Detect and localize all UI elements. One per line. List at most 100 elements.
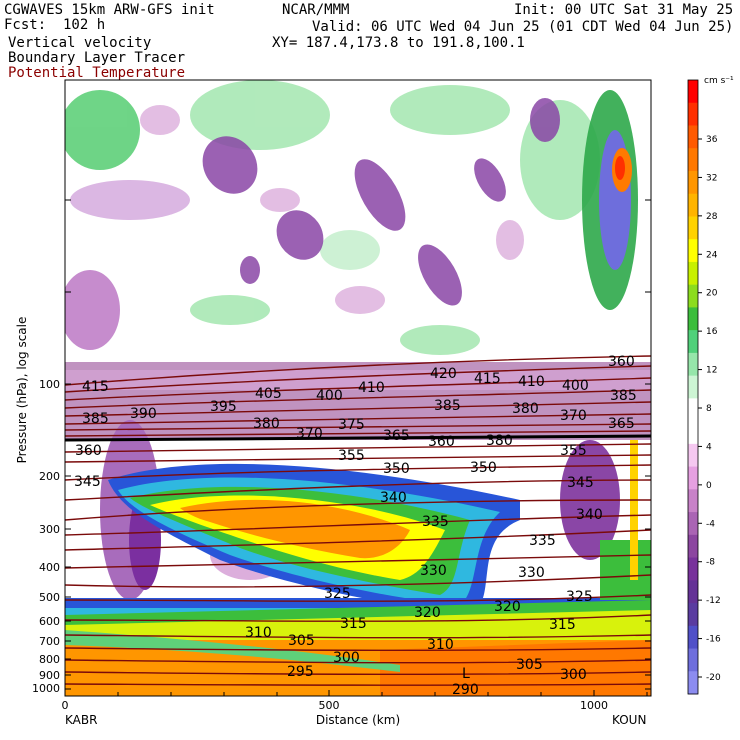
- colorbar-swatch: [688, 352, 698, 377]
- y-axis-title: Pressure (hPa), log scale: [15, 317, 29, 464]
- x-axis-labels: 0 500 1000: [62, 699, 609, 712]
- x-axis-ticks: [64, 690, 648, 696]
- colorbar-swatch: [688, 443, 698, 468]
- colorbar-swatch: [688, 648, 698, 672]
- colorbar-frame: [687, 79, 699, 695]
- theta-label: 405: [255, 386, 282, 402]
- field-label-theta: Potential Temperature: [8, 65, 186, 81]
- y-tick-label: 300: [39, 523, 60, 536]
- colorbar-label: 32: [706, 173, 717, 183]
- colorbar-label: 0: [706, 481, 712, 491]
- theta-label: 310: [245, 625, 272, 641]
- field-label-boundary-layer: Boundary Layer Tracer: [8, 50, 186, 66]
- colorbar-units: cm s⁻¹: [704, 76, 734, 86]
- y-tick-label: 700: [39, 635, 60, 648]
- colorbar-label: 28: [706, 212, 718, 222]
- colorbar-label: 36: [706, 135, 718, 145]
- theta-label: 400: [562, 378, 589, 394]
- theta-label: 330: [420, 563, 447, 579]
- colorbar-swatch: [688, 261, 698, 286]
- theta-label: 345: [567, 475, 594, 491]
- model-title: CGWAVES 15km ARW-GFS init: [4, 2, 215, 18]
- colorbar-label: 24: [706, 250, 718, 260]
- colorbar-swatch: [688, 421, 698, 445]
- colorbar-swatch: [688, 512, 698, 536]
- y-tick-label: 900: [39, 669, 60, 682]
- colorbar-label: 12: [706, 366, 717, 376]
- org-label: NCAR/MMM: [282, 2, 350, 18]
- x-tick-label: 500: [319, 699, 340, 712]
- theta-label: 360: [608, 354, 635, 370]
- colorbar-swatch: [688, 80, 698, 104]
- theta-label: 335: [422, 514, 449, 530]
- theta-label: 380: [253, 416, 280, 432]
- theta-label: 350: [383, 461, 410, 477]
- y-tick-label: 100: [39, 378, 60, 391]
- theta-label: 415: [82, 379, 109, 395]
- colorbar-label: 4: [706, 442, 712, 452]
- colorbar-swatch: [688, 580, 698, 604]
- y-tick-label: 600: [39, 615, 60, 628]
- colorbar-swatch: [688, 307, 698, 331]
- colorbar-swatch: [688, 557, 698, 581]
- colorbar-swatch: [688, 375, 698, 399]
- theta-label: 410: [518, 374, 545, 390]
- theta-label: 415: [474, 371, 501, 387]
- y-tick-label: 400: [39, 561, 60, 574]
- theta-label: 340: [576, 507, 603, 523]
- x-start-station: KABR: [65, 713, 97, 727]
- valid-time: Valid: 06 UTC Wed 04 Jun 25 (01 CDT Wed …: [312, 19, 734, 35]
- y-tick-label: 200: [39, 470, 60, 483]
- theta-label: 395: [210, 399, 237, 415]
- theta-label: 345: [74, 474, 101, 490]
- theta-label: 325: [324, 586, 351, 602]
- colorbar-swatch: [688, 216, 698, 240]
- y-axis-ticks: [65, 199, 651, 690]
- theta-label: 350: [470, 460, 497, 476]
- colorbar-swatch: [688, 284, 698, 308]
- x-tick-label: 1000: [580, 699, 608, 712]
- theta-label: 385: [82, 411, 109, 427]
- y-tick-label: 1000: [32, 682, 60, 695]
- colorbar-swatch: [688, 239, 698, 263]
- theta-label: 305: [516, 657, 543, 673]
- colorbar-label: 20: [706, 289, 718, 299]
- theta-label: 295: [287, 664, 314, 680]
- theta-label: 310: [427, 637, 454, 653]
- colorbar-swatch: [688, 330, 698, 354]
- y-axis-labels: 100 200 300 400 500 600 700 800 900 1000: [32, 378, 60, 695]
- colorbar-swatch: [688, 603, 698, 627]
- theta-label: 340: [380, 490, 407, 506]
- theta-label: 400: [316, 388, 343, 404]
- theta-label-L: L: [462, 666, 470, 682]
- theta-label: 315: [340, 616, 367, 632]
- colorbar-swatch: [688, 671, 698, 695]
- colorbar-swatch: [688, 170, 698, 195]
- colorbar-swatch: [688, 398, 698, 422]
- theta-label: 335: [529, 533, 556, 549]
- theta-label: 370: [296, 426, 323, 442]
- colorbar: [688, 80, 698, 695]
- colorbar-label: 16: [706, 327, 718, 337]
- field-label-vertical-velocity: Vertical velocity: [8, 35, 152, 51]
- theta-label: 300: [560, 667, 587, 683]
- theta-label: 385: [610, 388, 637, 404]
- theta-label: 315: [549, 617, 576, 633]
- theta-label: 385: [434, 398, 461, 414]
- theta-label: 365: [383, 428, 410, 444]
- theta-label: 320: [414, 605, 441, 621]
- theta-label: 320: [494, 599, 521, 615]
- theta-label: 370: [560, 408, 587, 424]
- y-tick-label: 800: [39, 653, 60, 666]
- colorbar-labels: 36 32 28 24 20 16 12 8 4 0 -4 -8 -12 -16 -20: [698, 135, 721, 683]
- theta-label: 390: [130, 406, 157, 422]
- colorbar-swatch: [688, 148, 698, 172]
- colorbar-swatch: [688, 193, 698, 217]
- x-end-station: KOUN: [612, 713, 646, 727]
- x-tick-label: 0: [62, 699, 69, 712]
- theta-label: 355: [560, 443, 587, 459]
- forecast-hour: Fcst: 102 h: [4, 17, 106, 33]
- theta-label: 355: [338, 448, 365, 464]
- colorbar-label: -4: [706, 519, 715, 529]
